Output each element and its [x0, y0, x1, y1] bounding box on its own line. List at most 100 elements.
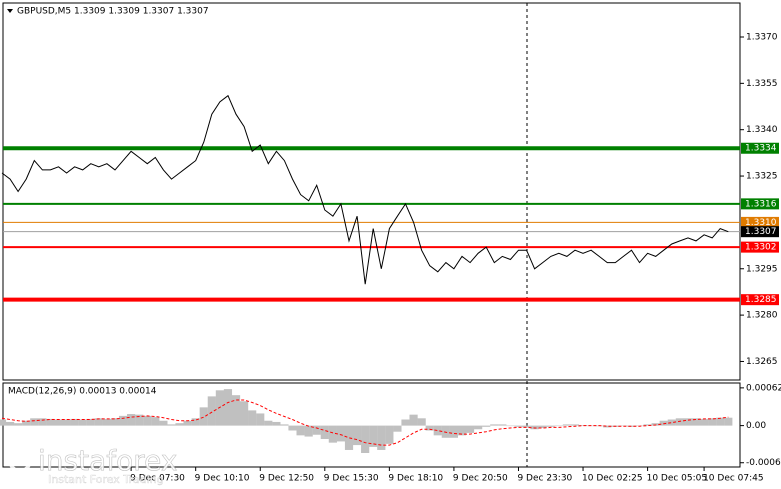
macd-bar [474, 425, 483, 430]
macd-bar [627, 425, 636, 427]
y-tick-label: 1.3355 [746, 79, 778, 89]
macd-bar [522, 425, 531, 428]
macd-bar [546, 425, 555, 427]
macd-bar [603, 425, 612, 428]
macd-title: MACD(12,26,9) 0.00013 0.00014 [8, 387, 157, 397]
macd-bar [659, 420, 668, 426]
level-label-bg [741, 198, 779, 210]
macd-bar [433, 425, 442, 436]
y-tick-label: 1.3340 [746, 125, 778, 135]
macd-bar [191, 418, 200, 426]
macd-bar [562, 424, 571, 426]
macd-bar [538, 425, 547, 429]
macd-bar [385, 425, 394, 444]
x-tick-label: 9 Dec 23:30 [517, 474, 572, 484]
macd-bar [207, 396, 216, 426]
macd-bar [570, 424, 580, 426]
watermark-brand: instaforex [38, 444, 177, 477]
macd-bar [264, 420, 273, 426]
macd-bar [78, 419, 87, 426]
y-tick-label: 1.3295 [746, 264, 778, 274]
y-tick-label: 0.00 [746, 421, 766, 431]
x-tick-label: 10 Dec 05:05 [647, 474, 708, 484]
macd-bar [708, 418, 717, 426]
x-tick-label: 9 Dec 07:30 [130, 474, 185, 484]
level-label: 1.3316 [745, 199, 777, 209]
macd-bar [70, 418, 79, 426]
x-tick-label: 9 Dec 12:50 [259, 474, 314, 484]
x-tick-label: 9 Dec 18:10 [388, 474, 443, 484]
macd-bar [62, 419, 71, 426]
macd-bar [683, 418, 693, 426]
level-label-bg [741, 216, 779, 228]
macd-bar [102, 418, 112, 426]
watermark-tagline: Instant Forex Trading [48, 473, 164, 486]
macd-bar [296, 425, 305, 436]
y-tick-label: 1.3265 [746, 357, 778, 367]
macd-bar [14, 423, 23, 426]
y-tick-label: -0.00061 [746, 458, 781, 468]
macd-bar [46, 418, 55, 426]
macd-bar [231, 395, 241, 426]
macd-bar [578, 425, 588, 426]
macd-bar [361, 425, 370, 453]
macd-bar [272, 421, 281, 426]
level-label: 1.3285 [745, 295, 777, 305]
level-label-bg [741, 294, 779, 306]
macd-bar [280, 424, 289, 426]
macd-bar [409, 414, 418, 426]
level-label: 1.3302 [745, 243, 777, 253]
macd-bar [175, 423, 184, 426]
y-tick-label: 1.3280 [746, 311, 778, 321]
macd-bar [256, 413, 265, 426]
macd-bar [449, 425, 459, 438]
level-label-bg [741, 142, 779, 154]
macd-bar [393, 425, 402, 432]
watermark: instaforex Instant Forex Trading [6, 444, 178, 486]
macd-bar [143, 415, 152, 426]
macd-bar [151, 417, 160, 426]
macd-bar [320, 425, 329, 439]
macd-bar [240, 401, 249, 426]
macd-bar [304, 425, 313, 437]
macd-bar [223, 389, 233, 426]
y-tick-label: 1.3370 [746, 32, 778, 42]
current-price-label: 1.3307 [745, 227, 777, 237]
macd-bar [465, 425, 475, 433]
macd-bar [183, 420, 192, 426]
macd-bar [199, 407, 208, 426]
y-tick-label: 1.3325 [746, 172, 778, 182]
price-panel [2, 2, 741, 381]
macd-bar [401, 419, 410, 426]
macd-bar [167, 424, 176, 426]
macd-bar [110, 418, 120, 426]
macd-bar [377, 425, 386, 450]
macd-bar [0, 419, 7, 426]
macd-bar [691, 418, 701, 426]
dropdown-icon [7, 9, 13, 13]
signal-line [1, 399, 729, 446]
macd-bar [417, 418, 426, 426]
level-label: 1.3334 [745, 144, 777, 154]
macd-bar [159, 420, 168, 426]
price-line [1, 94, 729, 285]
macd-bar [135, 414, 144, 426]
x-tick-label: 10 Dec 07:45 [703, 474, 764, 484]
macd-bar [699, 418, 709, 426]
macd-bar [30, 418, 39, 426]
macd-bar [498, 424, 507, 426]
macd-bar [716, 417, 725, 426]
watermark-icon [6, 444, 34, 472]
y-tick-label: 0.00062 [746, 383, 781, 393]
x-tick-label: 9 Dec 15:30 [324, 474, 379, 484]
macd-bar [425, 425, 434, 431]
x-tick-label: 9 Dec 20:50 [453, 474, 508, 484]
macd-bar [54, 419, 63, 426]
macd-bar [506, 425, 515, 427]
macd-bar [336, 425, 346, 442]
x-tick-label: 10 Dec 02:25 [582, 474, 643, 484]
macd-bar [651, 423, 660, 426]
chart-title: GBPUSD,M5 1.3309 1.3309 1.3307 1.3307 [17, 7, 209, 17]
macd-bar [724, 417, 733, 426]
macd-bar [118, 415, 128, 426]
